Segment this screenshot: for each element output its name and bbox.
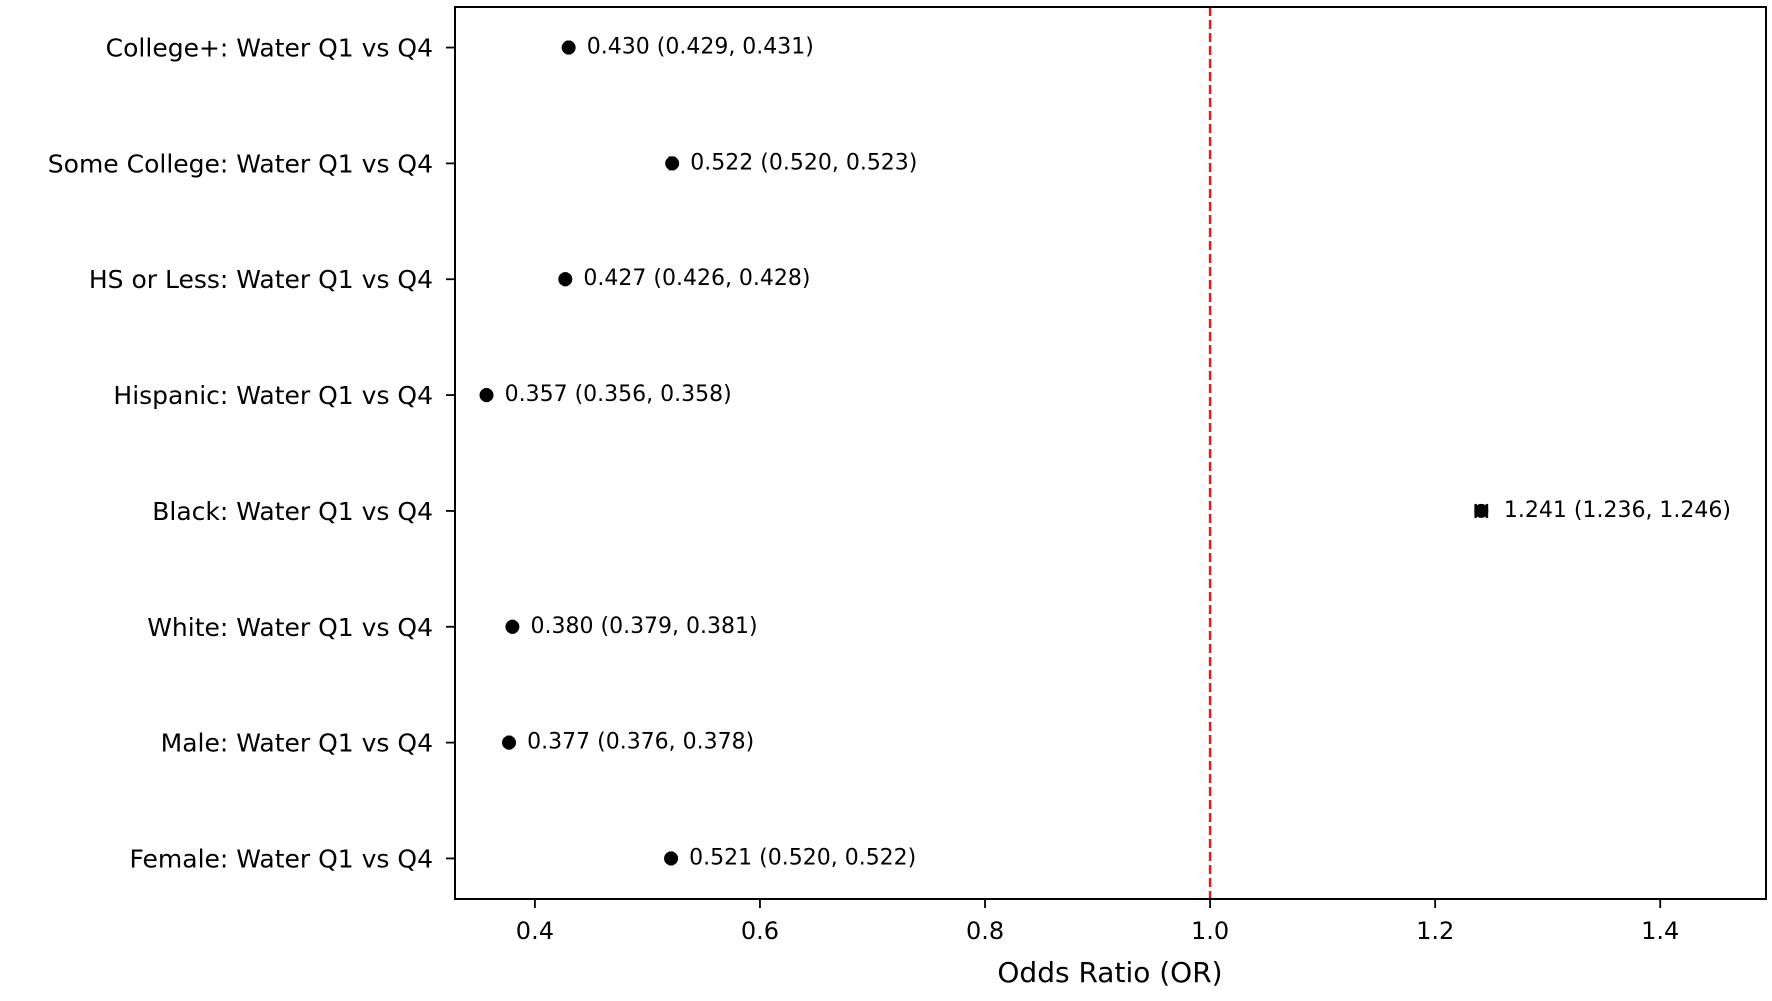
point-annotation: 0.380 (0.379, 0.381) bbox=[531, 614, 758, 639]
odds-ratio-point bbox=[1474, 503, 1489, 518]
y-tick-label: Female: Water Q1 vs Q4 bbox=[130, 844, 434, 873]
plot-frame bbox=[454, 6, 1767, 900]
odds-ratio-point bbox=[665, 156, 680, 171]
odds-ratio-point bbox=[505, 619, 520, 634]
x-axis-label: Odds Ratio (OR) bbox=[997, 956, 1222, 989]
y-tick-label: Male: Water Q1 vs Q4 bbox=[161, 729, 433, 758]
y-tick-label: HS or Less: Water Q1 vs Q4 bbox=[89, 265, 433, 294]
point-annotation: 0.522 (0.520, 0.523) bbox=[690, 150, 917, 175]
odds-ratio-point bbox=[479, 388, 494, 403]
x-tick-label: 0.4 bbox=[516, 917, 554, 945]
point-annotation: 0.427 (0.426, 0.428) bbox=[583, 266, 810, 291]
x-tick-label: 0.6 bbox=[741, 917, 779, 945]
odds-ratio-point bbox=[502, 735, 517, 750]
odds-ratio-point bbox=[558, 272, 573, 287]
x-tick-label: 1.2 bbox=[1416, 917, 1454, 945]
x-tick-label: 1.0 bbox=[1191, 917, 1229, 945]
x-tick-label: 0.8 bbox=[966, 917, 1004, 945]
point-annotation: 1.241 (1.236, 1.246) bbox=[1504, 498, 1731, 523]
y-tick-label: White: Water Q1 vs Q4 bbox=[147, 613, 433, 642]
y-tick-label: College+: Water Q1 vs Q4 bbox=[106, 34, 433, 63]
y-tick-label: Hispanic: Water Q1 vs Q4 bbox=[113, 381, 433, 410]
point-annotation: 0.521 (0.520, 0.522) bbox=[689, 845, 916, 870]
point-annotation: 0.377 (0.376, 0.378) bbox=[527, 730, 754, 755]
odds-ratio-point bbox=[561, 40, 576, 55]
y-tick-label: Black: Water Q1 vs Q4 bbox=[152, 497, 433, 526]
point-annotation: 0.357 (0.356, 0.358) bbox=[505, 382, 732, 407]
x-tick-label: 1.4 bbox=[1641, 917, 1679, 945]
odds-ratio-point bbox=[664, 851, 679, 866]
point-annotation: 0.430 (0.429, 0.431) bbox=[587, 35, 814, 60]
y-tick-label: Some College: Water Q1 vs Q4 bbox=[48, 149, 433, 178]
